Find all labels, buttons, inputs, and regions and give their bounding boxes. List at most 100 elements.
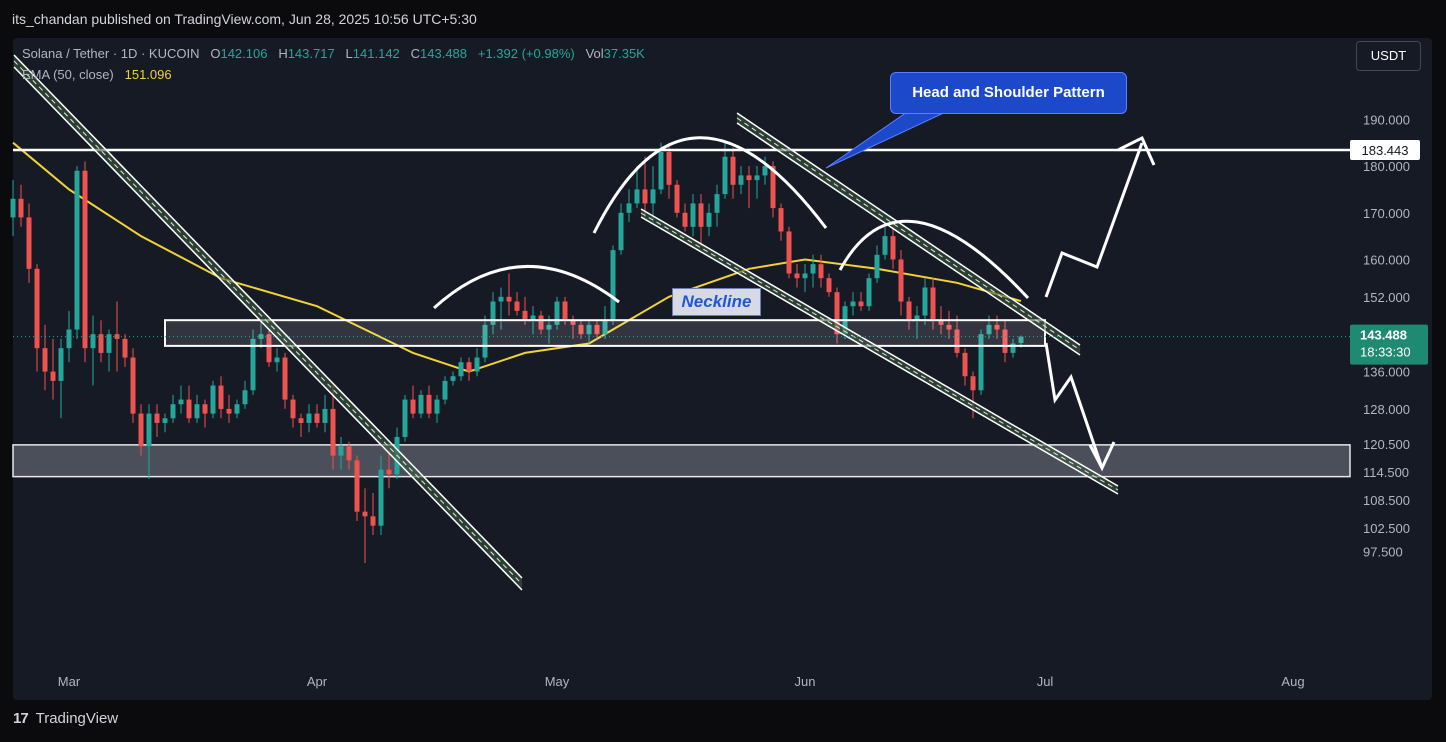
- candle: [426, 385, 432, 419]
- candle-body: [898, 259, 904, 302]
- candle: [146, 404, 152, 479]
- footer-brand[interactable]: 17 TradingView: [13, 710, 118, 727]
- candle: [978, 329, 984, 395]
- candle-body: [986, 324, 992, 335]
- candle-body: [50, 371, 56, 381]
- candle-body: [154, 413, 160, 423]
- candle: [466, 357, 472, 381]
- upper-descending-channel-edge-bottom: [736, 122, 1081, 356]
- candle: [194, 394, 200, 423]
- candle-body: [1002, 329, 1008, 353]
- candle: [778, 203, 784, 241]
- candle-body: [802, 273, 808, 279]
- candle-body: [554, 301, 560, 325]
- candle-body: [850, 301, 856, 307]
- candle-body: [514, 301, 520, 311]
- candle: [178, 385, 184, 414]
- candle: [362, 488, 368, 564]
- candle: [18, 184, 24, 227]
- candle-body: [690, 203, 696, 227]
- head-arc: [592, 136, 828, 234]
- candle: [882, 226, 888, 260]
- lower-descending-channel-midline: [640, 212, 1119, 491]
- candle: [82, 161, 88, 363]
- candle-body: [602, 320, 608, 335]
- candle-body: [370, 516, 376, 526]
- chart-panel[interactable]: [13, 38, 1432, 700]
- candle-body: [82, 170, 88, 349]
- level-price-text: 183.443: [1362, 143, 1409, 158]
- candle: [810, 254, 816, 288]
- candle-body: [922, 287, 928, 316]
- candle: [826, 273, 832, 297]
- left-descending-channel-edge-top: [13, 54, 523, 579]
- candle-body: [138, 413, 144, 447]
- candle-body: [794, 273, 800, 279]
- candle-body: [946, 324, 952, 330]
- candle: [706, 203, 712, 237]
- candle-body: [594, 324, 600, 335]
- left-descending-channel-edge-bottom: [13, 66, 523, 591]
- bearish-arrowhead: [1088, 441, 1116, 472]
- candle-body: [122, 338, 128, 358]
- candle-body: [978, 334, 984, 391]
- candle-body: [362, 511, 368, 517]
- candle: [490, 292, 496, 335]
- candle: [794, 264, 800, 288]
- candle-body: [578, 324, 584, 335]
- candle: [298, 413, 304, 437]
- currency-button[interactable]: USDT: [1356, 41, 1421, 71]
- candle-body: [178, 399, 184, 405]
- candle: [138, 404, 144, 456]
- candle-body: [866, 278, 872, 307]
- candle: [650, 166, 656, 223]
- candle-body: [338, 446, 344, 456]
- candle: [170, 394, 176, 423]
- y-tick-label: 160.000: [1363, 252, 1410, 267]
- candle-body: [546, 324, 552, 330]
- candle-body: [834, 292, 840, 335]
- ema-line: [12, 141, 1022, 373]
- candle-body: [650, 189, 656, 204]
- candle: [658, 142, 664, 195]
- candle-body: [738, 175, 744, 185]
- candle-body: [906, 301, 912, 321]
- candle-body: [938, 320, 944, 325]
- candle-body: [714, 194, 720, 213]
- candle: [498, 287, 504, 330]
- candle: [322, 394, 328, 433]
- bearish-arrow: [1044, 342, 1104, 469]
- candle-body: [26, 217, 32, 269]
- candle-body: [818, 264, 824, 279]
- candle: [242, 380, 248, 409]
- candle: [274, 348, 280, 372]
- ema-legend: EMA (50, close) 151.096: [22, 67, 172, 82]
- candle-body: [970, 376, 976, 391]
- candle-body: [266, 334, 272, 363]
- candle: [922, 278, 928, 325]
- y-tick-label: 136.000: [1363, 365, 1410, 380]
- candle-body: [202, 404, 208, 414]
- candle-body: [642, 189, 648, 204]
- candle: [834, 287, 840, 344]
- candle: [34, 264, 40, 372]
- candle: [722, 142, 728, 199]
- left-descending-channel: [13, 54, 523, 591]
- y-tick-label: 120.500: [1363, 437, 1410, 452]
- candle: [282, 352, 288, 409]
- candle-body: [682, 212, 688, 227]
- candle-body: [18, 198, 24, 218]
- candle: [130, 348, 136, 423]
- tradingview-logo-icon: 17: [13, 710, 29, 727]
- candle-body: [34, 268, 40, 349]
- candle-body: [1010, 343, 1016, 353]
- open-value: 142.106: [220, 46, 268, 61]
- candle-body: [914, 315, 920, 321]
- candle: [402, 394, 408, 442]
- candle: [474, 348, 480, 377]
- candle-body: [962, 352, 968, 377]
- candle-body: [754, 175, 760, 181]
- candle: [730, 147, 736, 199]
- candle: [290, 394, 296, 428]
